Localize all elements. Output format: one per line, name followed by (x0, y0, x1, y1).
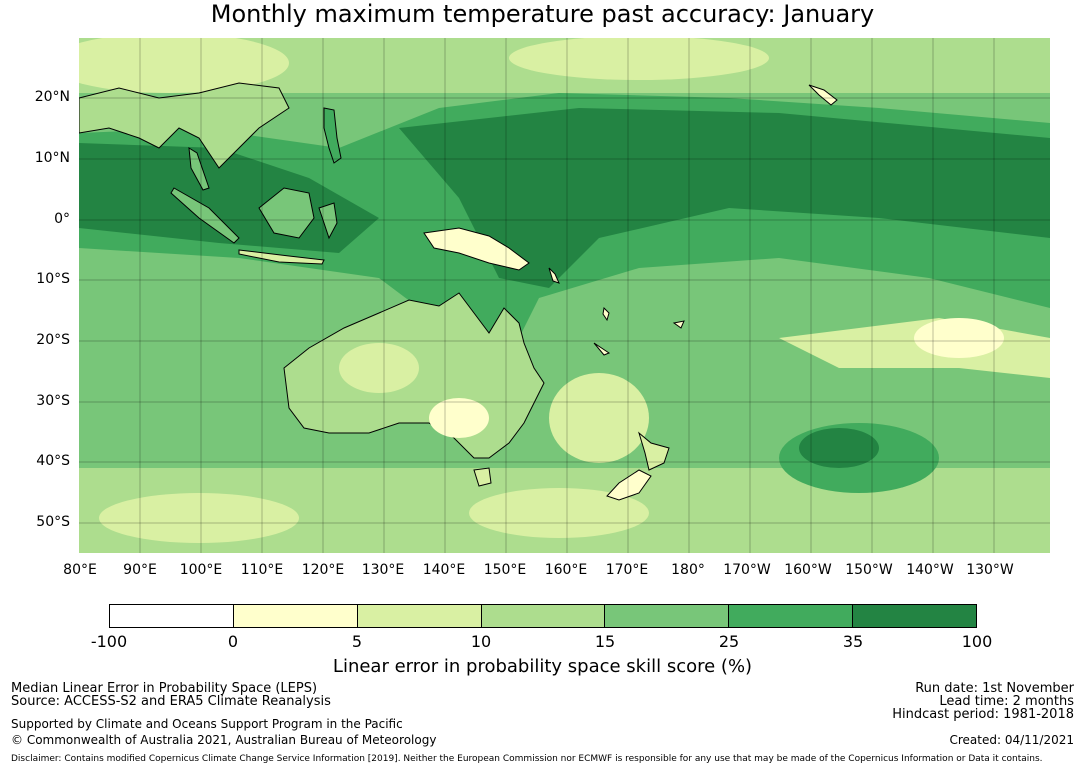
colorbar-segment (481, 605, 606, 627)
lon-label: 150°W (845, 562, 893, 578)
copyright-text: © Commonwealth of Australia 2021, Austra… (11, 733, 437, 747)
colorbar (109, 604, 977, 628)
support-text: Supported by Climate and Oceans Support … (11, 717, 403, 731)
southeast-white-patch (914, 318, 1004, 358)
colorbar-tick: 10 (470, 632, 492, 651)
map-gridlines (79, 38, 1050, 553)
sulawesi-coastline (318, 202, 338, 240)
lon-label: 110°E (240, 562, 284, 578)
lat-label: 0° (54, 211, 70, 227)
colorbar-tick: 35 (842, 632, 864, 651)
lon-label: 120°E (301, 562, 345, 578)
malay-peninsula-coastline (188, 147, 210, 191)
lon-label: 90°E (123, 562, 157, 578)
colorbar-tick: -100 (90, 632, 128, 651)
nz-south-island-coastline (606, 469, 652, 501)
lon-label: 180° (671, 562, 705, 578)
pacific-islands (548, 267, 685, 356)
lon-label: 140°E (422, 562, 466, 578)
page-title: Monthly maximum temperature past accurac… (210, 0, 875, 28)
lon-label: 160°E (544, 562, 588, 578)
australia-low-skill-patch (429, 398, 489, 438)
colorbar-tick: 5 (351, 632, 363, 651)
indochina-coastline (79, 82, 290, 169)
method-text: Median Linear Error in Probability Space… (11, 681, 318, 696)
lead-time-text: Lead time: 2 months (939, 694, 1074, 709)
colorbar-tick: 25 (718, 632, 740, 651)
lat-label: 10°S (36, 271, 70, 287)
lon-label: 140°W (906, 562, 954, 578)
created-text: Created: 04/11/2021 (949, 733, 1074, 747)
colorbar-tick: 15 (594, 632, 616, 651)
philippines-coastline (323, 107, 342, 164)
lat-label: 20°N (34, 89, 70, 105)
southern-low-skill-patch (469, 488, 649, 538)
lon-label: 150°E (483, 562, 527, 578)
lon-label: 100°E (179, 562, 223, 578)
lat-label: 50°S (36, 514, 70, 530)
lon-label: 170°E (605, 562, 649, 578)
java-coastline (238, 249, 325, 265)
lon-label: 80°E (63, 562, 97, 578)
colorbar-segment (233, 605, 358, 627)
equatorial-very-high-skill (399, 108, 1050, 288)
colorbar-segment (357, 605, 482, 627)
source-text: Source: ACCESS-S2 and ERA5 Climate Reana… (11, 694, 331, 709)
hindcast-text: Hindcast period: 1981-2018 (892, 707, 1074, 722)
lat-label: 10°N (34, 150, 70, 166)
colorbar-segment (729, 605, 854, 627)
sumatra-coastline (170, 187, 240, 244)
australia-low-skill-patch (339, 343, 419, 393)
colorbar-tick: 100 (961, 632, 993, 651)
colorbar-tick: 0 (227, 632, 239, 651)
new-guinea-coastline (423, 227, 530, 271)
southern-low-skill-patch (99, 493, 299, 543)
nz-north-island-coastline (638, 431, 670, 471)
lat-label: 40°S (36, 453, 70, 469)
southern-high-skill-patch (799, 428, 879, 468)
colorbar-segment (853, 605, 977, 627)
lon-label: 130°W (966, 562, 1014, 578)
disclaimer-text: Disclaimer: Contains modified Copernicus… (11, 754, 1043, 764)
skill-score-map (79, 38, 1050, 553)
tasman-low-skill-patch (549, 373, 649, 463)
colorbar-segment (110, 605, 234, 627)
colorbar-segment (605, 605, 730, 627)
tasmania-coastline (473, 467, 492, 487)
lon-label: 160°W (784, 562, 832, 578)
colorbar-label: Linear error in probability space skill … (332, 656, 753, 677)
run-date-text: Run date: 1st November (915, 681, 1074, 696)
lat-label: 20°S (36, 332, 70, 348)
lat-label: 30°S (36, 393, 70, 409)
lon-label: 130°E (361, 562, 405, 578)
lon-label: 170°W (723, 562, 771, 578)
borneo-coastline (258, 187, 315, 239)
hawaii-islands (808, 84, 838, 106)
north-low-skill-patch (79, 38, 289, 93)
north-low-skill-patch (509, 38, 769, 80)
